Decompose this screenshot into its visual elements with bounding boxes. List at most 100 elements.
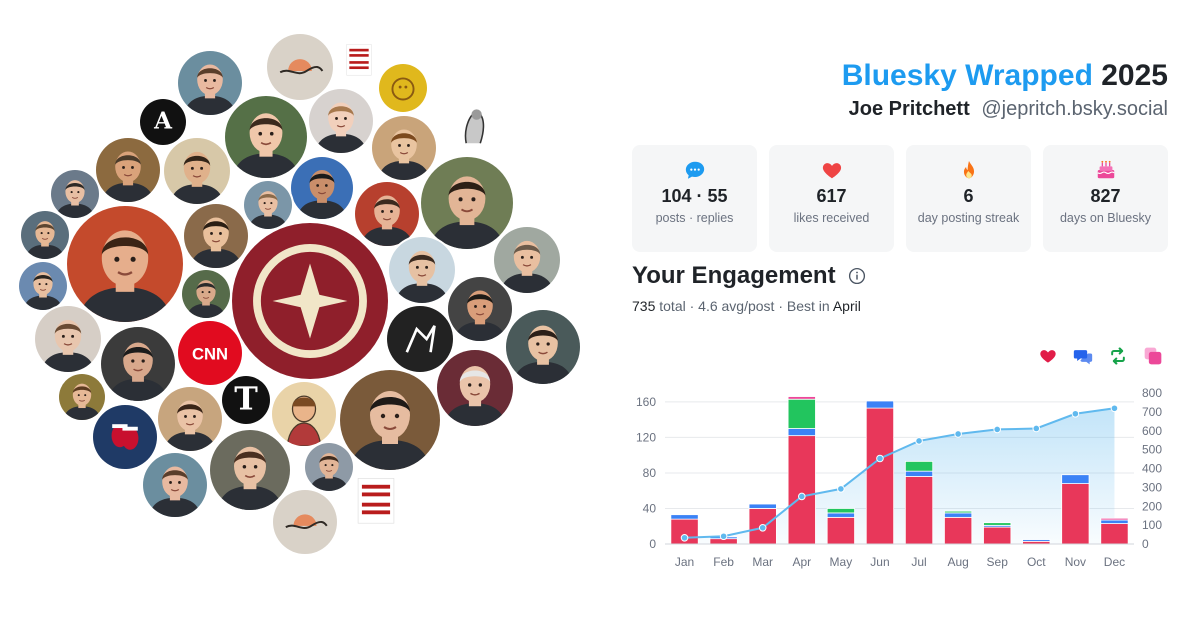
avatar[interactable]: [19, 262, 67, 310]
legend-quotes[interactable]: [1143, 346, 1163, 366]
avatar[interactable]: [344, 472, 408, 536]
cumulative-line: [684, 407, 1115, 539]
speech-bubble-icon: [685, 161, 704, 179]
x-tick-label: May: [830, 555, 853, 569]
y-left-tick-label: 0: [649, 537, 656, 551]
x-tick-label: Mar: [752, 555, 773, 569]
avatar[interactable]: [59, 374, 105, 420]
avatar[interactable]: [305, 443, 353, 491]
avatar[interactable]: [93, 405, 157, 469]
stat-value: 827: [1090, 186, 1121, 206]
avatar[interactable]: [143, 453, 207, 517]
avatar-cluster: A CNN T: [19, 34, 580, 554]
avatar[interactable]: [372, 116, 436, 180]
bar-likes: [1100, 523, 1129, 545]
user-handle: @jepritch.bsky.social: [981, 98, 1168, 120]
avatar[interactable]: [337, 40, 381, 84]
x-tick-label: Oct: [1027, 555, 1046, 569]
bar-replies: [865, 400, 895, 409]
avatar[interactable]: [272, 382, 336, 446]
avatar-image: [387, 306, 453, 372]
stat-label: likes received: [793, 211, 870, 225]
engagement-best-month: April: [832, 298, 861, 314]
avatar-image: [272, 382, 336, 446]
avatar-image: [143, 453, 207, 517]
separator: ·: [689, 298, 695, 314]
y-left-tick-label: 40: [643, 501, 657, 515]
avatar-image: [273, 490, 337, 554]
avatar[interactable]: T: [222, 376, 270, 424]
avatar-image: [184, 204, 248, 268]
avatar[interactable]: [244, 181, 292, 229]
avatar[interactable]: [21, 211, 69, 259]
avatar[interactable]: [210, 430, 290, 510]
avatar[interactable]: [96, 138, 160, 202]
avatar[interactable]: [164, 138, 230, 204]
stat-card-streak: 6 day posting streak: [906, 145, 1031, 252]
cumulative-point: [915, 437, 923, 445]
cumulative-point: [758, 523, 767, 532]
engagement-avg: 4.6 avg/post: [698, 298, 775, 314]
avatar[interactable]: [309, 89, 373, 153]
avatar-image: [19, 262, 67, 310]
info-icon[interactable]: [848, 267, 866, 285]
avatar[interactable]: [267, 34, 333, 100]
avatar[interactable]: [448, 99, 500, 151]
bar-likes: [865, 407, 895, 545]
avatar[interactable]: [67, 206, 183, 322]
bar-replies: [1061, 474, 1090, 484]
avatar[interactable]: [389, 237, 455, 303]
user-name: Joe Pritchett: [848, 98, 970, 120]
legend-likes[interactable]: [1038, 346, 1058, 366]
legend-reposts[interactable]: [1108, 346, 1128, 366]
x-tick-label: Sep: [987, 555, 1009, 569]
bar-replies: [787, 428, 816, 437]
bar-quotes: [787, 396, 816, 400]
legend-replies[interactable]: [1073, 346, 1093, 366]
year: 2025: [1101, 59, 1168, 92]
avatar[interactable]: [184, 204, 248, 268]
avatar-image: [421, 157, 513, 249]
avatar[interactable]: [51, 170, 99, 218]
avatar[interactable]: [291, 157, 353, 219]
svg-text:T: T: [234, 381, 258, 418]
avatar[interactable]: [35, 306, 101, 372]
avatar[interactable]: [387, 306, 453, 372]
avatar[interactable]: [182, 270, 230, 318]
bar-reposts: [944, 510, 973, 514]
x-tick-label: Nov: [1065, 555, 1086, 569]
avatar[interactable]: [355, 182, 419, 246]
avatar-image: [232, 223, 388, 379]
avatar[interactable]: [232, 223, 388, 379]
x-tick-label: Apr: [792, 555, 811, 569]
y-right-tick-label: 800: [1142, 386, 1162, 400]
cumulative-point: [1032, 424, 1041, 433]
avatar[interactable]: [494, 227, 560, 293]
avatar-image: [225, 96, 307, 178]
avatar-image: [59, 374, 105, 420]
app-name: Bluesky Wrapped: [841, 59, 1093, 92]
avatar[interactable]: [506, 310, 580, 384]
avatar[interactable]: [379, 64, 427, 112]
cumulative-point: [837, 485, 845, 493]
heart-icon: [1040, 350, 1056, 363]
avatar[interactable]: [448, 277, 512, 341]
avatar-image: [448, 99, 500, 151]
bar-replies: [1100, 519, 1129, 524]
avatar[interactable]: [421, 157, 513, 249]
avatar-image: [210, 430, 290, 510]
avatar[interactable]: [178, 51, 242, 115]
y-right-tick-label: 100: [1142, 518, 1162, 532]
avatar-image: [21, 211, 69, 259]
avatar[interactable]: [437, 350, 513, 426]
avatar[interactable]: [340, 370, 440, 470]
bar-reposts: [787, 398, 816, 429]
avatar[interactable]: [158, 387, 222, 451]
bar-replies: [1022, 539, 1051, 542]
avatar[interactable]: [101, 327, 175, 401]
avatar[interactable]: A: [140, 99, 186, 145]
avatar[interactable]: CNN: [178, 321, 242, 385]
avatar-image: [379, 64, 427, 112]
avatar[interactable]: [273, 490, 337, 554]
avatar[interactable]: [225, 96, 307, 178]
